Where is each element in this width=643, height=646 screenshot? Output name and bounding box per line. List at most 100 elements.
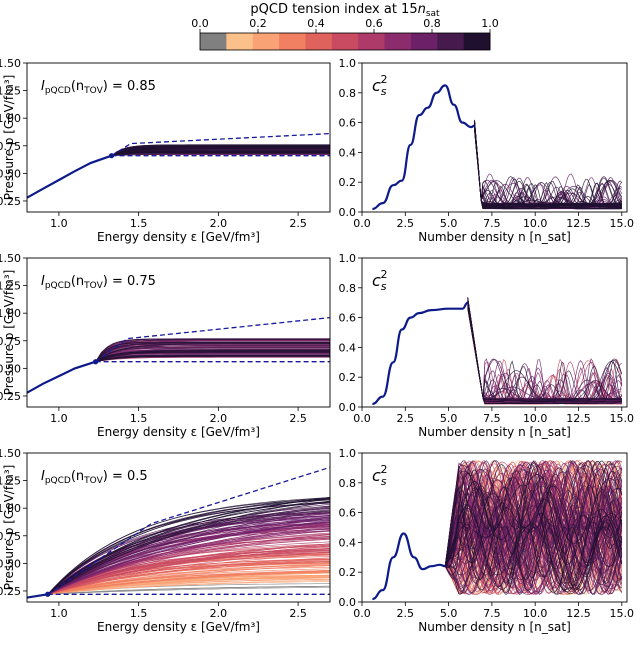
sample-curve — [467, 297, 622, 404]
y-tick-label: 0.4 — [339, 341, 357, 354]
sample-curve — [444, 460, 623, 593]
sample-curve — [111, 153, 330, 157]
tension-annotation: IpQCD(nTOV) = 0.75 — [41, 274, 156, 291]
sample-curve — [444, 502, 622, 589]
cs2-row-3: 0.0 2.5 5.0 7.5 10.0 12.5 15.0 0.0 0.2 0.4 0.6 0.8 1… — [339, 447, 635, 634]
y-tick-label: 1.0 — [339, 57, 357, 70]
sample-curve — [444, 470, 623, 567]
sample-curve — [467, 302, 623, 403]
y-tick-label: 0.2 — [339, 371, 357, 384]
sample-curve — [444, 460, 623, 591]
sample-curve — [95, 343, 330, 362]
tov-point — [45, 591, 51, 597]
sample-curve — [444, 463, 623, 593]
sample-curve — [444, 460, 623, 581]
colorbar-tick-label: 0.8 — [423, 17, 441, 30]
sample-curve — [47, 552, 330, 595]
sample-curve — [47, 585, 330, 595]
sample-curve — [111, 147, 330, 157]
x-tick-label: 2.5 — [397, 217, 415, 230]
sample-curve — [47, 547, 330, 595]
sample-curve — [95, 341, 330, 362]
tension-annotation: IpQCD(nTOV) = 0.5 — [41, 469, 148, 486]
plot-area — [372, 459, 623, 601]
x-tick-label: 5.0 — [440, 607, 458, 620]
sample-curve — [467, 300, 622, 403]
cs2-row-1: 0.0 2.5 5.0 7.5 10.0 12.5 15.0 0.0 0.2 0.4 0.6 0.8 1… — [339, 57, 635, 244]
sample-curve — [47, 551, 330, 595]
upper-bound-line — [47, 466, 330, 595]
y-tick-label: 0.50 — [0, 167, 21, 180]
sample-curve — [111, 153, 330, 157]
x-axis-label: Energy density ε [GeV/fm³] — [97, 425, 260, 439]
y-tick-label: 1.50 — [0, 252, 21, 265]
colorbar-segment — [358, 33, 386, 50]
colorbar-tick-label: 0.0 — [191, 17, 209, 30]
axes-frame — [26, 452, 331, 603]
sample-curve — [444, 465, 623, 594]
colorbar-segment — [252, 33, 280, 50]
plot-area — [27, 466, 330, 599]
sample-curve — [47, 554, 330, 595]
sample-curve — [467, 305, 622, 403]
x-axis-label: Energy density ε [GeV/fm³] — [97, 620, 260, 634]
y-tick-label: 1.0 — [339, 252, 357, 265]
axes-frame — [361, 257, 628, 408]
sample-curve — [444, 485, 623, 595]
main-cs2-curve — [372, 532, 446, 601]
colorbar-segment — [305, 33, 333, 50]
cs2-label: cs2 — [372, 73, 388, 98]
main-cs2-curve — [372, 84, 475, 211]
colorbar-tick-label: 0.6 — [365, 17, 383, 30]
sample-curve — [111, 144, 330, 156]
sample-curve — [467, 300, 623, 404]
sample-curve — [467, 306, 622, 403]
sample-curve — [444, 461, 623, 593]
x-tick-label: 15.0 — [610, 607, 635, 620]
y-tick-label: 0.75 — [0, 530, 21, 543]
sample-curve — [47, 534, 330, 595]
y-tick-label: 0.6 — [339, 117, 357, 130]
y-tick-label: 0.0 — [339, 206, 357, 219]
x-tick-label: 0.0 — [353, 217, 371, 230]
axes-frame — [361, 452, 628, 603]
sample-curve — [95, 343, 330, 362]
sample-curve — [467, 300, 622, 405]
sample-curve — [467, 297, 623, 404]
sample-curve — [47, 538, 330, 595]
sample-curve — [47, 564, 330, 595]
sample-curve — [444, 462, 623, 595]
sample-curve — [444, 471, 623, 595]
y-tick-label: 1.50 — [0, 57, 21, 70]
plot-area — [27, 132, 330, 199]
y-tick-label: 1.25 — [0, 280, 21, 293]
y-tick-label: 0.50 — [0, 557, 21, 570]
sample-curve — [444, 477, 623, 595]
axes-frame — [26, 62, 331, 213]
sample-curve — [111, 149, 330, 157]
sample-curve — [111, 148, 330, 157]
sample-curve — [444, 467, 623, 594]
x-tick-label: 10.0 — [523, 607, 548, 620]
x-tick-label: 1.5 — [130, 412, 148, 425]
tov-point — [92, 359, 99, 365]
sample-curve — [467, 303, 622, 404]
y-tick-label: 0.2 — [339, 176, 357, 189]
x-tick-label: 2.0 — [210, 217, 228, 230]
sample-curve — [467, 305, 622, 399]
tension-annotation: IpQCD(nTOV) = 0.85 — [41, 79, 156, 96]
colorbar-tick-label: 0.2 — [249, 17, 267, 30]
tov-point — [108, 153, 115, 159]
y-tick-label: 0.4 — [339, 146, 357, 159]
y-tick-label: 1.50 — [0, 447, 21, 460]
x-tick-label: 10.0 — [523, 217, 548, 230]
sample-curve — [467, 300, 622, 404]
sample-curve — [474, 123, 622, 205]
sample-curve — [47, 586, 330, 595]
sample-curve — [467, 303, 622, 404]
x-tick-label: 7.5 — [483, 607, 501, 620]
sample-curve — [467, 297, 623, 401]
x-tick-label: 7.5 — [483, 412, 501, 425]
cs2-label: cs2 — [372, 463, 388, 488]
main-cs2-curve — [372, 301, 469, 406]
